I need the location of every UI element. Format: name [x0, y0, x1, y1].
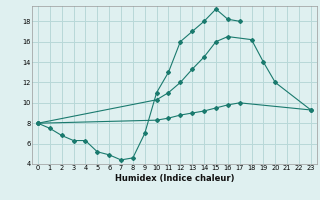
X-axis label: Humidex (Indice chaleur): Humidex (Indice chaleur) — [115, 174, 234, 183]
